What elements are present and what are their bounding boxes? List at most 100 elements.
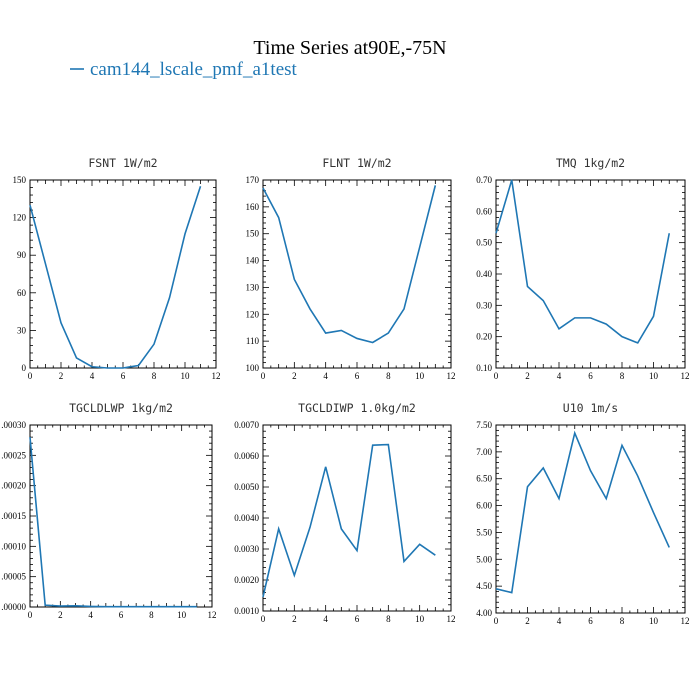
y-tick-label: .00005 — [1, 572, 26, 582]
panel-title: U10 1m/s — [563, 401, 618, 415]
y-tick-label: 7.00 — [476, 447, 492, 457]
plot-frame — [29, 424, 213, 608]
x-tick-label: 4 — [557, 616, 562, 626]
x-tick-label: 0 — [494, 616, 499, 626]
x-tick-label: 0 — [28, 371, 33, 381]
panel-title: TGCLDLWP 1kg/m2 — [69, 401, 173, 415]
panel-title: TMQ 1kg/m2 — [556, 156, 625, 170]
y-tick-label: .00000 — [1, 602, 26, 612]
legend-label: cam144_lscale_pmf_a1test — [90, 59, 298, 80]
y-tick-label: 120 — [246, 309, 260, 319]
x-tick-label: 6 — [355, 614, 360, 624]
x-tick-label: 10 — [181, 371, 191, 381]
series-line — [495, 430, 670, 594]
y-tick-label: 110 — [246, 336, 260, 346]
x-tick-label: 0 — [261, 371, 266, 381]
x-tick-label: 2 — [292, 614, 297, 624]
x-tick-label: 0 — [261, 614, 266, 624]
panel-5: U10 1m/s 0 2 4 6 8 10 12 4.00 4.50 5.00 5.50 6.00 6.5… — [476, 401, 689, 626]
x-tick-label: 12 — [447, 614, 456, 624]
x-tick-label: 8 — [386, 371, 391, 381]
x-tick-label: 6 — [588, 371, 593, 381]
plot-frame — [262, 424, 452, 612]
y-tick-label: .00030 — [1, 420, 26, 430]
y-tick-label: 6.50 — [476, 474, 492, 484]
y-tick-label: 0.20 — [476, 332, 492, 342]
panel-3: TGCLDLWP 1kg/m2 0 2 4 6 8 10 12 .00000 .00005 .000… — [1, 401, 216, 620]
x-tick-label: 0 — [494, 371, 499, 381]
y-tick-label: 0.0060 — [234, 451, 259, 461]
x-tick-label: 10 — [415, 614, 425, 624]
y-tick-label: 30 — [17, 325, 27, 335]
x-tick-label: 0 — [28, 610, 33, 620]
x-tick-label: 2 — [59, 371, 64, 381]
y-tick-label: 0.0020 — [234, 575, 259, 585]
x-tick-label: 6 — [119, 610, 124, 620]
plot-frame — [262, 179, 452, 369]
x-tick-label: 12 — [681, 371, 690, 381]
y-tick-label: .00025 — [1, 450, 26, 460]
series-line — [495, 179, 671, 344]
x-tick-label: 6 — [121, 371, 126, 381]
x-tick-label: 10 — [649, 371, 659, 381]
y-tick-label: 170 — [246, 175, 260, 185]
y-tick-label: 150 — [13, 175, 27, 185]
y-tick-label: 130 — [246, 282, 260, 292]
y-tick-label: 0.70 — [476, 175, 492, 185]
legend: cam144_lscale_pmf_a1test — [70, 59, 298, 80]
y-tick-label: 0.0040 — [234, 513, 259, 523]
x-tick-label: 2 — [525, 371, 530, 381]
panel-title: TGCLDIWP 1.0kg/m2 — [298, 401, 416, 415]
figure-title: Time Series at90E,-75N — [253, 37, 446, 59]
x-tick-label: 8 — [149, 610, 154, 620]
x-tick-label: 4 — [557, 371, 562, 381]
x-tick-label: 6 — [588, 616, 593, 626]
y-tick-label: 140 — [246, 256, 260, 266]
y-tick-label: 150 — [246, 229, 260, 239]
y-tick-label: 0.10 — [476, 363, 492, 373]
panel-title: FLNT 1W/m2 — [322, 156, 391, 170]
panel-title: FSNT 1W/m2 — [88, 156, 157, 170]
y-tick-label: 90 — [17, 250, 27, 260]
x-tick-label: 10 — [649, 616, 659, 626]
x-tick-label: 2 — [525, 616, 530, 626]
y-tick-label: 100 — [246, 363, 260, 373]
y-tick-label: 120 — [13, 213, 27, 223]
series-line — [262, 185, 437, 344]
y-tick-label: 7.50 — [476, 420, 492, 430]
y-tick-label: 0.0050 — [234, 482, 259, 492]
y-tick-label: .00015 — [1, 511, 26, 521]
x-tick-label: 8 — [620, 371, 625, 381]
x-tick-label: 10 — [177, 610, 187, 620]
y-tick-label: 0.0030 — [234, 544, 259, 554]
y-tick-label: 0.40 — [476, 269, 492, 279]
x-tick-label: 2 — [58, 610, 63, 620]
x-tick-label: 12 — [208, 610, 217, 620]
x-tick-label: 10 — [415, 371, 425, 381]
x-tick-label: 8 — [620, 616, 625, 626]
x-tick-label: 2 — [292, 371, 297, 381]
x-tick-label: 8 — [386, 614, 391, 624]
y-tick-label: 0.0070 — [234, 420, 259, 430]
panel-1: FLNT 1W/m2 0 2 4 6 8 10 12 100 110 120 130 140 150 160… — [246, 156, 456, 381]
y-tick-label: 5.50 — [476, 527, 492, 537]
x-tick-label: 4 — [88, 610, 93, 620]
plot-frame — [495, 179, 686, 369]
y-tick-label: 0.60 — [476, 206, 492, 216]
y-tick-label: 6.00 — [476, 501, 492, 511]
x-tick-label: 8 — [152, 371, 157, 381]
panel-4: TGCLDIWP 1.0kg/m2 0 2 4 6 8 10 12 0.0010 0.0020 0.… — [234, 401, 455, 624]
x-tick-label: 12 — [681, 616, 690, 626]
y-tick-label: 160 — [246, 202, 260, 212]
x-tick-label: 4 — [323, 371, 328, 381]
x-tick-label: 4 — [323, 614, 328, 624]
x-tick-label: 6 — [355, 371, 360, 381]
series-line — [29, 186, 202, 369]
series-line — [262, 443, 436, 598]
y-tick-label: 4.00 — [476, 608, 492, 618]
y-tick-label: 0 — [22, 363, 27, 373]
y-tick-label: 0.30 — [476, 300, 492, 310]
